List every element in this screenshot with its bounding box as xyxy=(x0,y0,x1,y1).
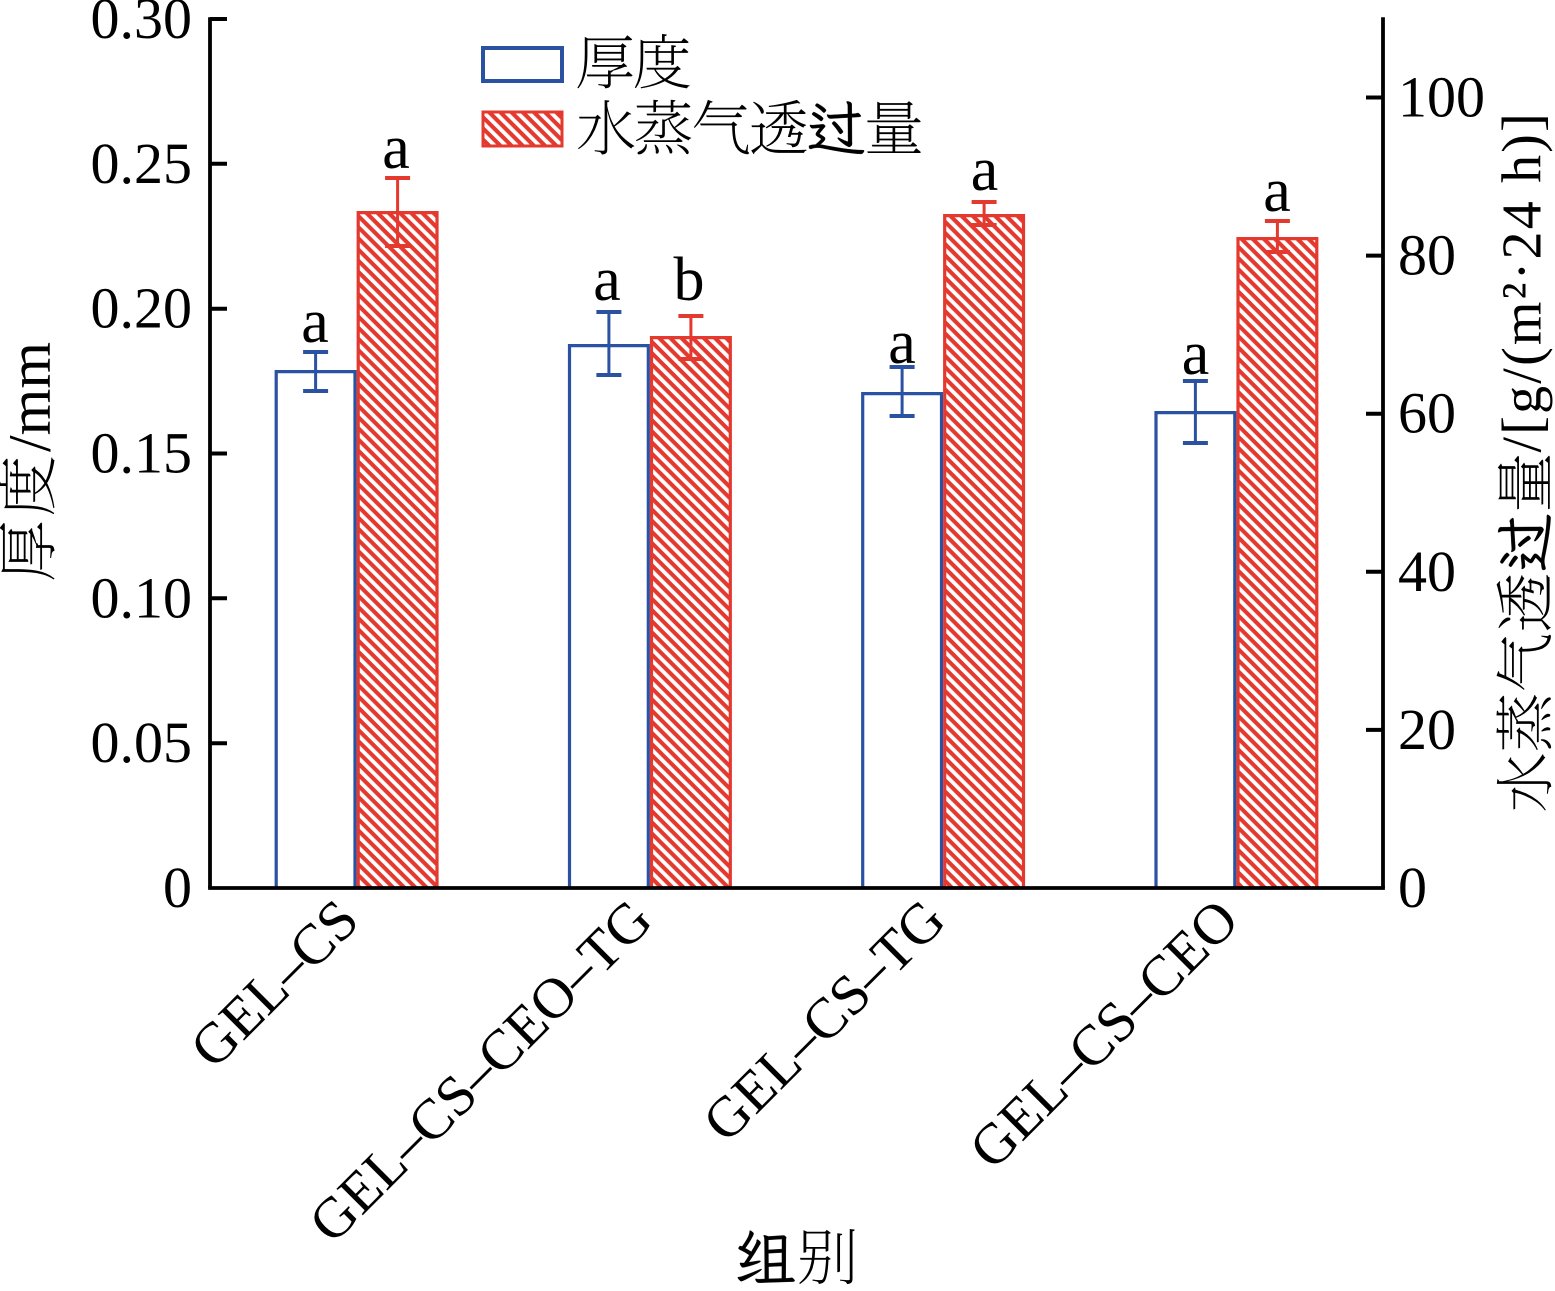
svg-text:0.25: 0.25 xyxy=(91,131,193,196)
svg-text:0.30: 0.30 xyxy=(91,0,193,51)
svg-text:20: 20 xyxy=(1398,697,1456,762)
svg-text:a: a xyxy=(593,246,621,314)
svg-text:0.10: 0.10 xyxy=(91,565,193,630)
svg-text:b: b xyxy=(674,246,705,314)
svg-text:a: a xyxy=(382,114,410,182)
svg-text:0: 0 xyxy=(1398,855,1427,920)
svg-text:40: 40 xyxy=(1398,539,1456,604)
svg-text:0.20: 0.20 xyxy=(91,276,193,341)
svg-text:60: 60 xyxy=(1398,381,1456,446)
svg-text:a: a xyxy=(888,309,916,377)
svg-text:a: a xyxy=(1182,320,1210,388)
svg-text:0.15: 0.15 xyxy=(91,421,193,486)
svg-text:80: 80 xyxy=(1398,223,1456,288)
svg-text:/[g/(m²·24 h)]: /[g/(m²·24 h)] xyxy=(1492,111,1554,453)
svg-text:/mm: /mm xyxy=(0,342,63,452)
svg-text:a: a xyxy=(301,288,329,356)
svg-text:100: 100 xyxy=(1398,65,1485,130)
svg-text:a: a xyxy=(971,136,999,204)
svg-text:0: 0 xyxy=(163,855,192,920)
svg-text:a: a xyxy=(1263,157,1291,225)
svg-text:0.05: 0.05 xyxy=(91,710,193,775)
